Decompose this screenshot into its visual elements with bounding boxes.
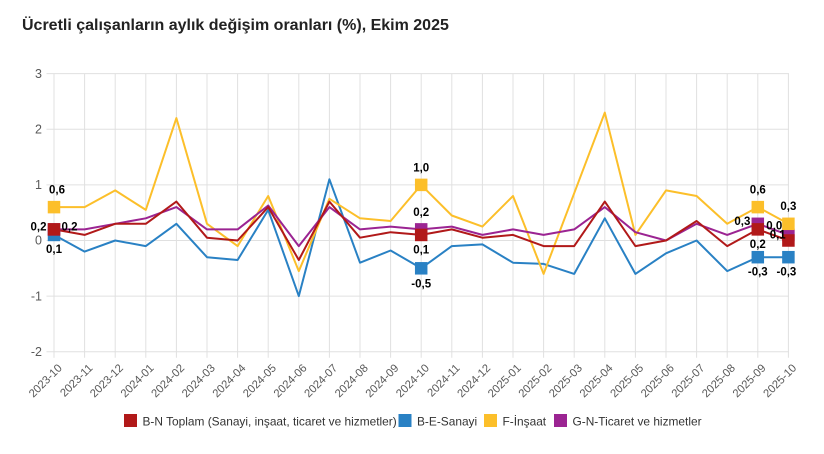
svg-text:G-N-Ticaret ve hizmetler: G-N-Ticaret ve hizmetler — [573, 415, 702, 429]
svg-text:0,3: 0,3 — [734, 216, 750, 228]
svg-text:2: 2 — [35, 123, 42, 137]
svg-text:-2: -2 — [31, 345, 42, 359]
svg-text:F-İnşaat: F-İnşaat — [503, 415, 547, 429]
svg-text:0,1: 0,1 — [46, 244, 63, 256]
svg-text:0,1: 0,1 — [770, 229, 787, 241]
svg-text:0,2: 0,2 — [750, 239, 766, 251]
svg-text:-1: -1 — [31, 289, 42, 303]
svg-text:0: 0 — [35, 234, 42, 248]
svg-text:0,2: 0,2 — [62, 221, 78, 233]
svg-text:-0,3: -0,3 — [776, 267, 796, 279]
svg-text:0,6: 0,6 — [49, 185, 65, 197]
svg-text:0,3: 0,3 — [780, 201, 796, 213]
svg-text:B-N Toplam (Sanayi, inşaat, ti: B-N Toplam (Sanayi, inşaat, ticaret ve h… — [143, 415, 397, 429]
svg-text:-0,5: -0,5 — [411, 279, 431, 291]
svg-text:0,2: 0,2 — [413, 207, 429, 219]
svg-text:1: 1 — [35, 178, 42, 192]
svg-text:0,1: 0,1 — [413, 244, 430, 256]
svg-text:-0,3: -0,3 — [748, 267, 768, 279]
svg-text:1,0: 1,0 — [413, 162, 429, 174]
svg-text:B-E-Sanayi: B-E-Sanayi — [417, 415, 477, 429]
svg-text:0,2: 0,2 — [31, 221, 47, 233]
svg-text:0,0: 0,0 — [766, 220, 782, 232]
svg-text:0,6: 0,6 — [750, 185, 766, 197]
svg-text:3: 3 — [35, 67, 42, 81]
